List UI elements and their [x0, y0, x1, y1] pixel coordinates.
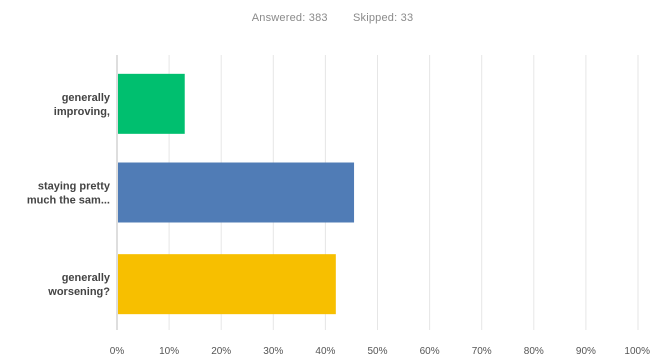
- response-summary: Answered: 383 Skipped: 33: [0, 12, 665, 24]
- skipped-count: Skipped: 33: [352, 12, 414, 24]
- x-tick-label: 50%: [367, 346, 387, 357]
- x-tick-label: 40%: [315, 346, 335, 357]
- category-label: much the sam...: [27, 195, 110, 207]
- category-label: generally: [62, 92, 111, 104]
- x-axis-ticks: 0% 10% 20% 30% 40% 50% 60% 70% 80% 90% 100%: [110, 346, 650, 357]
- x-tick-label: 90%: [576, 346, 596, 357]
- x-tick-label: 100%: [624, 346, 650, 357]
- x-tick-label: 30%: [263, 346, 283, 357]
- answered-count: Answered: 383: [251, 12, 328, 24]
- category-label: improving,: [54, 106, 110, 118]
- x-tick-label: 60%: [420, 346, 440, 357]
- bar: [118, 162, 355, 223]
- x-tick-label: 10%: [159, 346, 179, 357]
- bar: [118, 254, 336, 315]
- bar: [118, 73, 185, 134]
- category-labels: generally improving, staying pretty much th…: [27, 92, 111, 298]
- category-label: staying pretty: [38, 181, 111, 193]
- x-tick-label: 70%: [472, 346, 492, 357]
- category-label: worsening?: [47, 286, 110, 298]
- x-tick-label: 80%: [524, 346, 544, 357]
- x-tick-label: 0%: [110, 346, 125, 357]
- bars: [118, 73, 355, 315]
- category-label: generally: [62, 272, 111, 284]
- x-tick-label: 20%: [211, 346, 231, 357]
